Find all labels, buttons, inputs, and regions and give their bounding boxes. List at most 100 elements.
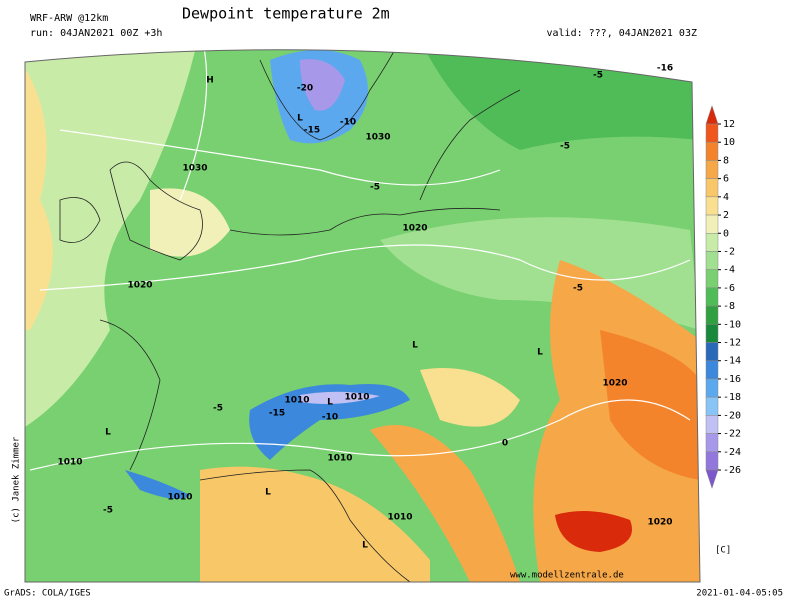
map-label: 1020 — [402, 224, 427, 234]
colorbar-band — [705, 324, 719, 343]
coastline-scandinavia — [259, 49, 521, 201]
map-title: Dewpoint temperature 2m — [182, 5, 390, 23]
map-label: -10 — [322, 413, 338, 423]
map-label: 1020 — [602, 379, 627, 389]
map-label: 1020 — [127, 281, 152, 291]
colorbar-tick-label: -12 — [723, 338, 741, 349]
map-label: -5 — [103, 506, 113, 516]
colorbar-band — [705, 342, 719, 361]
map-label: 1030 — [365, 133, 390, 143]
colorbar-tick-label: -18 — [723, 392, 741, 403]
map-label: -15 — [304, 126, 320, 136]
coastline-continent — [99, 207, 501, 583]
map-label: L — [265, 488, 271, 498]
field-west — [25, 60, 53, 330]
model-label: WRF-ARW @12km — [30, 13, 108, 24]
map-label: 1030 — [182, 164, 207, 174]
colorbar-tick-label: -6 — [723, 283, 735, 294]
coastline-british-isles — [59, 161, 203, 261]
colorbar-band — [705, 141, 719, 161]
colorbar-cap — [705, 469, 719, 490]
colorbar-tick-label: -4 — [723, 265, 735, 276]
colorbar-tick-label: -22 — [723, 429, 741, 440]
field-atlantic — [25, 49, 200, 430]
map-label: -15 — [269, 409, 285, 419]
colorbar-tick-label: 0 — [723, 228, 729, 239]
colorbar-band — [705, 233, 719, 252]
colorbar-band — [705, 415, 719, 434]
colorbar-tick-label: 10 — [723, 137, 735, 148]
map — [25, 49, 700, 583]
map-label: L — [537, 348, 543, 358]
field-pannonia — [420, 368, 520, 427]
map-label: -16 — [657, 64, 673, 74]
colorbar-band — [705, 433, 719, 453]
isobars — [29, 49, 691, 471]
valid-label: valid: ???, 04JAN2021 03Z — [546, 28, 697, 39]
credit: (c) Janek Zimmer — [12, 436, 22, 523]
timestamp: 2021-01-04-05:05 — [696, 589, 783, 599]
map-label: -10 — [340, 118, 356, 128]
colorbar-band — [705, 196, 719, 216]
map-label: 1010 — [387, 513, 412, 523]
colorbar-tick-label: 4 — [723, 192, 729, 203]
colorbar-band — [705, 451, 719, 471]
colorbar-tick-label: -14 — [723, 356, 741, 367]
map-label: -5 — [213, 404, 223, 414]
colorbar-tick-label: 12 — [723, 119, 735, 130]
colorbar-tick-label: 8 — [723, 155, 729, 166]
field-alps-peak — [300, 391, 380, 404]
colorbar-band — [705, 287, 719, 307]
colorbar-band — [705, 178, 719, 198]
colorbar-tick-label: 6 — [723, 174, 729, 185]
field-norway-peak — [300, 59, 345, 111]
field-romania — [600, 330, 700, 480]
map-labels: H L -20 -15 -10 1030 1030 -5 1020 -5 -16… — [57, 64, 673, 551]
map-label: L — [327, 398, 333, 408]
map-label: H — [206, 76, 214, 86]
field-hot — [555, 511, 632, 552]
colorbar-band — [705, 269, 719, 289]
colorbar-cap — [705, 104, 719, 125]
field-adriatic — [370, 425, 520, 582]
colorbar-band — [705, 378, 719, 398]
colorbar-unit: [C] — [715, 546, 731, 556]
map-label: 1020 — [647, 518, 672, 528]
map-label: 1010 — [327, 454, 352, 464]
map-label: L — [412, 341, 418, 351]
field-channel — [150, 188, 230, 257]
map-label: 0 — [502, 439, 508, 449]
run-label: run: 04JAN2021 00Z +3h — [30, 28, 162, 39]
colorbar-band — [705, 360, 719, 380]
map-label: 1010 — [167, 493, 192, 503]
colorbar-band — [705, 160, 719, 179]
map-label: 1010 — [344, 393, 369, 403]
colorbar-tick-label: -26 — [723, 465, 741, 476]
map-label: -20 — [297, 84, 313, 94]
colorbar-tick-label: 2 — [723, 210, 729, 221]
field-pyrenees — [125, 470, 190, 499]
colorbar-tick-label: -24 — [723, 447, 741, 458]
colorbar-tick-label: -16 — [723, 374, 741, 385]
map-label: L — [297, 114, 303, 124]
colorbar: 12 10 8 6 4 2 0 -2 -4 -6 -8 -10 -12 -14 -16 -18 -20 -22 -2… — [705, 104, 741, 490]
map-frame — [24, 49, 701, 583]
map-label: -5 — [573, 284, 583, 294]
source: GrADS: COLA/IGES — [4, 589, 91, 599]
field-med — [200, 466, 430, 582]
colorbar-tick-label: -10 — [723, 319, 741, 330]
site: www.modellzentrale.de — [510, 571, 624, 581]
colorbar-band — [705, 396, 719, 416]
map-label: -5 — [370, 183, 380, 193]
colorbar-tick-label: -20 — [723, 410, 741, 421]
map-label: L — [105, 428, 111, 438]
map-label: 1010 — [284, 396, 309, 406]
map-label: -5 — [560, 142, 570, 152]
map-label: 1010 — [57, 458, 82, 468]
colorbar-band — [705, 123, 719, 143]
colorbar-tick-label: -8 — [723, 301, 735, 312]
colorbar-band — [705, 214, 719, 234]
map-label: -5 — [593, 71, 603, 81]
map-label: L — [362, 541, 368, 551]
